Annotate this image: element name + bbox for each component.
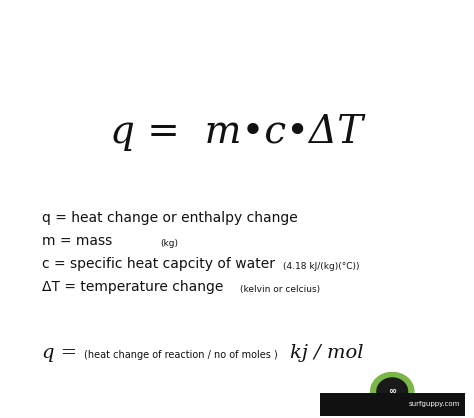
Text: (kg): (kg): [160, 239, 178, 248]
Text: q =  m•c•ΔT: q = m•c•ΔT: [110, 114, 364, 151]
Text: c = specific heat capcity of water: c = specific heat capcity of water: [42, 257, 279, 271]
Text: Ethalphy Change: Ethalphy Change: [106, 24, 368, 53]
Text: m = mass: m = mass: [42, 234, 121, 247]
Text: ΔT = temperature change: ΔT = temperature change: [42, 280, 228, 294]
Text: (heat change of reaction / no of moles ): (heat change of reaction / no of moles ): [84, 350, 278, 360]
Text: q =: q =: [42, 344, 83, 362]
Text: (kelvin or celcius): (kelvin or celcius): [240, 285, 320, 294]
Circle shape: [377, 378, 408, 405]
Circle shape: [371, 372, 414, 410]
Text: surfguppy.com: surfguppy.com: [409, 401, 460, 408]
Text: ∞: ∞: [388, 386, 396, 396]
Text: (4.18 kJ/(kg)(°C)): (4.18 kJ/(kg)(°C)): [283, 262, 359, 271]
Text: q = heat change or enthalpy change: q = heat change or enthalpy change: [42, 211, 298, 224]
FancyBboxPatch shape: [320, 393, 465, 416]
Text: kj / mol: kj / mol: [290, 344, 364, 362]
